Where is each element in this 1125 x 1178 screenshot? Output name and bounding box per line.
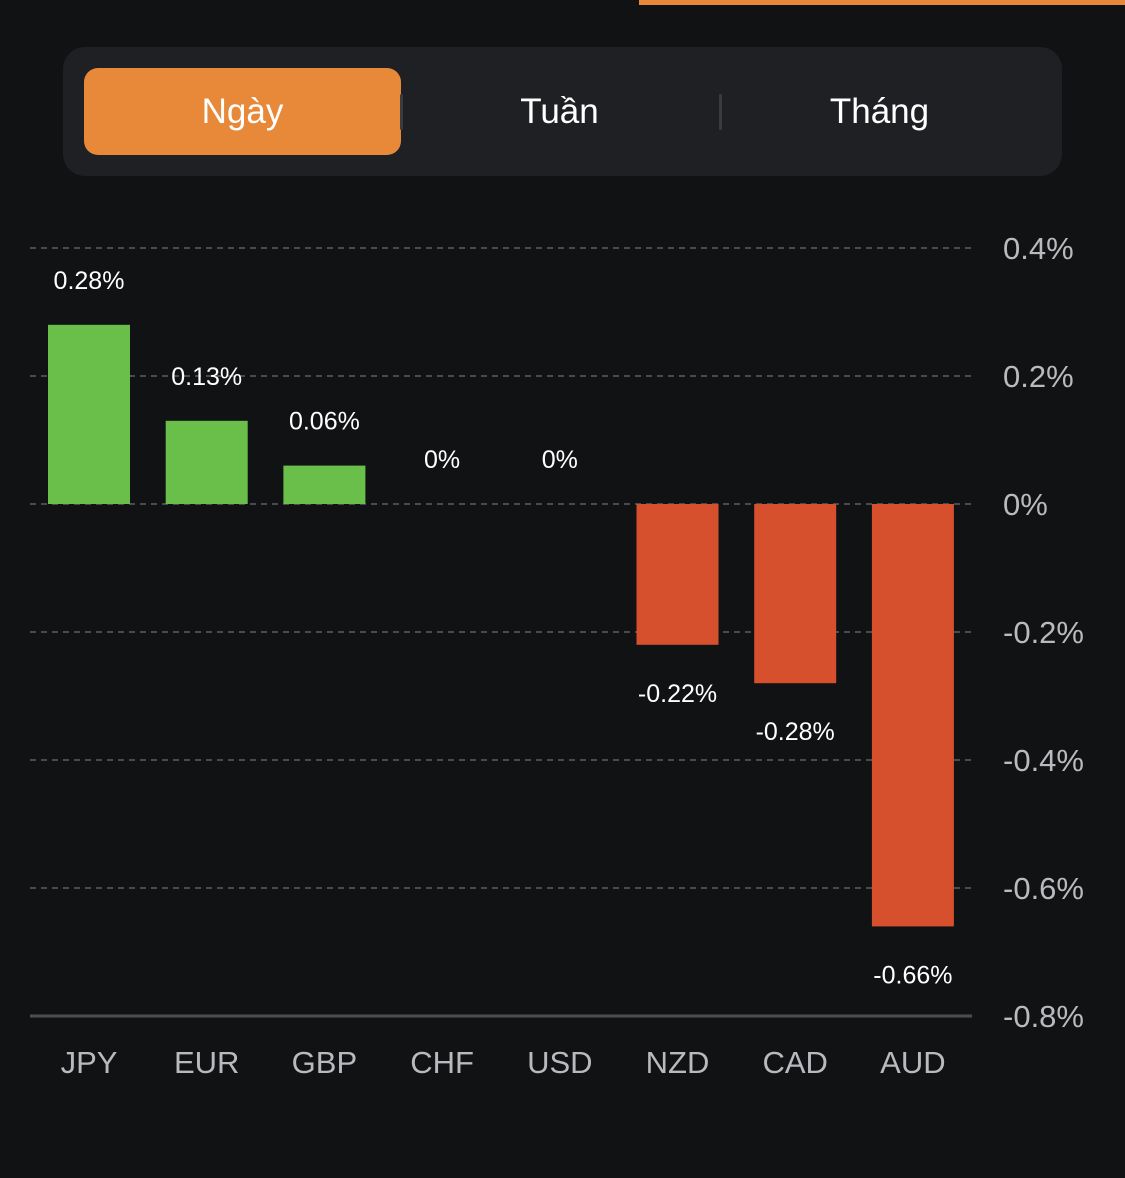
bar-jpy xyxy=(48,324,130,504)
bar-nzd xyxy=(636,504,719,645)
data-label-chf: 0% xyxy=(424,446,460,474)
y-tick-label: 0.4% xyxy=(1003,231,1074,266)
period-selector: Ngày Tuần Tháng xyxy=(63,47,1062,176)
y-tick-label: 0% xyxy=(1003,487,1048,522)
tab-divider xyxy=(400,94,403,130)
x-tick-label-jpy: JPY xyxy=(61,1045,118,1080)
bar-aud xyxy=(871,504,954,927)
tab-month-label: Tháng xyxy=(829,91,930,131)
x-tick-label-nzd: NZD xyxy=(646,1045,710,1080)
y-tick-label: -0.8% xyxy=(1003,999,1084,1034)
y-tick-label: -0.2% xyxy=(1003,615,1084,650)
active-tab-indicator xyxy=(639,0,1125,5)
y-tick-label: -0.4% xyxy=(1003,743,1084,778)
bar-cad xyxy=(754,504,837,684)
y-tick-label: -0.6% xyxy=(1003,871,1084,906)
bar-eur xyxy=(165,420,248,504)
tab-week[interactable]: Tuần xyxy=(401,68,718,155)
x-tick-label-usd: USD xyxy=(527,1045,592,1080)
tab-month[interactable]: Tháng xyxy=(721,68,1038,155)
bar-gbp xyxy=(283,465,366,504)
data-label-cad: -0.28% xyxy=(756,718,835,746)
x-tick-label-cad: CAD xyxy=(762,1045,827,1080)
x-tick-label-gbp: GBP xyxy=(292,1045,357,1080)
data-label-eur: 0.13% xyxy=(171,363,242,391)
y-tick-label: 0.2% xyxy=(1003,359,1074,394)
data-label-nzd: -0.22% xyxy=(638,680,717,708)
tab-week-label: Tuần xyxy=(520,91,599,131)
data-label-gbp: 0.06% xyxy=(289,408,360,436)
data-label-usd: 0% xyxy=(542,446,578,474)
x-tick-label-chf: CHF xyxy=(410,1045,474,1080)
data-label-jpy: 0.28% xyxy=(54,267,125,295)
tab-day-label: Ngày xyxy=(201,91,284,131)
data-label-aud: -0.66% xyxy=(873,961,952,989)
x-tick-label-aud: AUD xyxy=(880,1045,945,1080)
tab-divider xyxy=(719,94,722,130)
tab-day[interactable]: Ngày xyxy=(84,68,401,155)
x-tick-label-eur: EUR xyxy=(174,1045,239,1080)
